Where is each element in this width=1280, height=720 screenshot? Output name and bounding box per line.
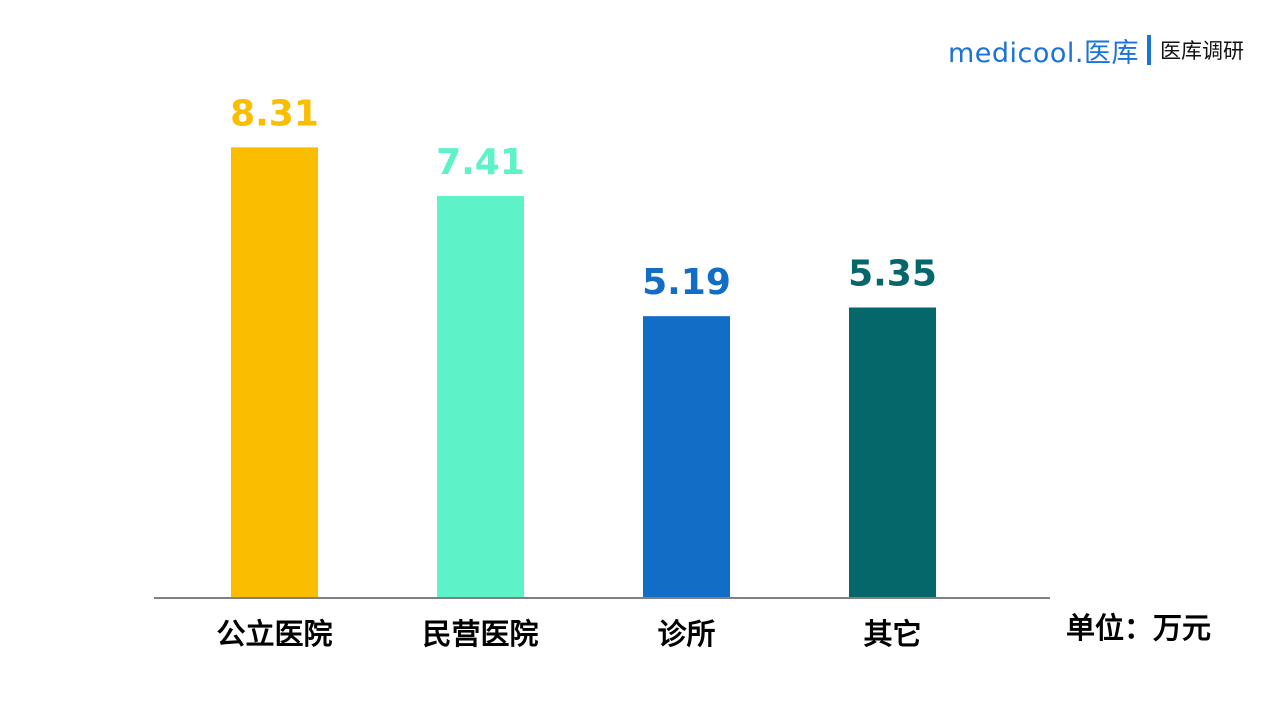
labels-group: 8.31 公立医院 7.41 民营医院 5.19 诊所 5.35 其它 xyxy=(216,93,936,651)
bar-4 xyxy=(849,307,936,597)
brand-divider xyxy=(1147,35,1151,65)
value-label-1: 8.31 xyxy=(230,93,319,134)
value-label-2: 7.41 xyxy=(436,142,525,183)
brand-caption: 医库调研 xyxy=(1160,39,1244,63)
bar-3 xyxy=(643,316,730,597)
category-label-2: 民营医院 xyxy=(422,617,538,651)
value-label-4: 5.35 xyxy=(848,254,937,295)
category-label-3: 诊所 xyxy=(657,617,715,651)
bar-2 xyxy=(437,196,524,597)
unit-label: 单位：万元 xyxy=(1066,611,1212,645)
brand-header: medicool.医库 医库调研 xyxy=(948,30,1244,70)
value-label-3: 5.19 xyxy=(642,262,731,303)
category-label-1: 公立医院 xyxy=(216,617,332,651)
bars-group xyxy=(231,147,936,597)
bar-1 xyxy=(231,147,318,597)
category-label-4: 其它 xyxy=(863,617,921,651)
brand-logo: medicool.医库 xyxy=(947,37,1139,69)
